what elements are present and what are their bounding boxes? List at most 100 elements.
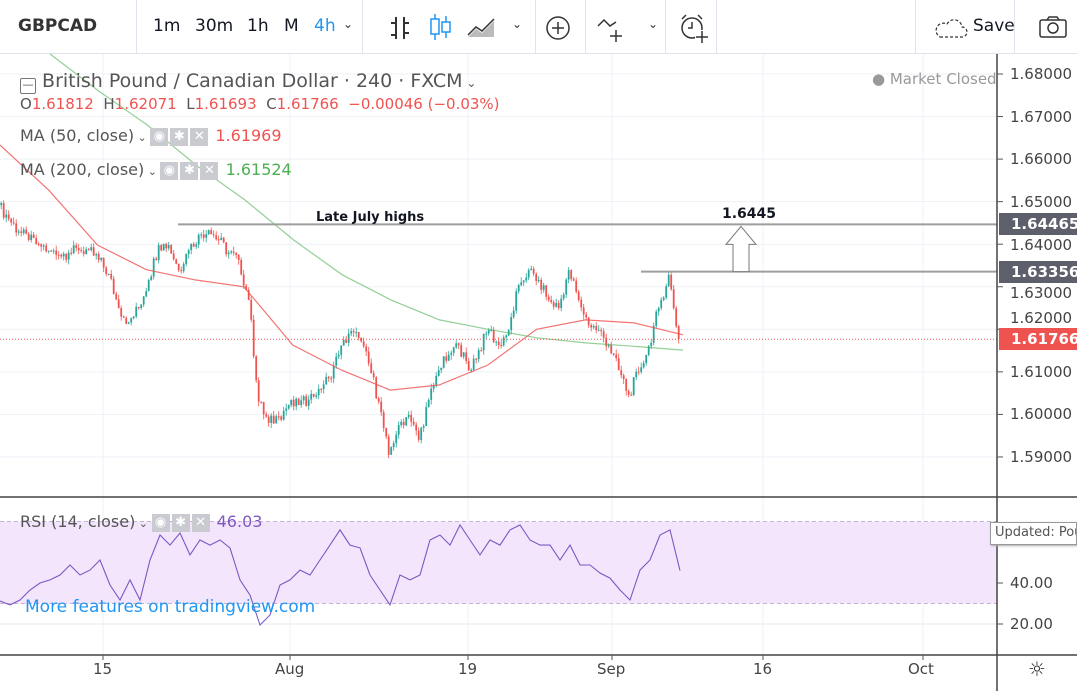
candle-body	[250, 299, 253, 320]
candle-body	[442, 356, 445, 368]
series-title[interactable]: British Pound / Canadian Dollar · 240 · …	[42, 70, 463, 92]
candles-icon[interactable]	[429, 13, 453, 41]
area-chart-icon[interactable]	[466, 15, 498, 39]
chevron-down-icon[interactable]: ⌄	[144, 165, 161, 178]
candle-body	[272, 415, 275, 424]
candle-body	[310, 393, 313, 400]
settings-gear-icon[interactable]: ☼	[1028, 657, 1046, 681]
gear-icon[interactable]: ✱	[171, 513, 190, 532]
candle-body	[560, 298, 563, 309]
candle-body	[332, 365, 335, 379]
candle-body	[647, 346, 650, 355]
candle-body	[555, 302, 558, 307]
candle-body	[587, 317, 590, 326]
candle-body	[540, 279, 543, 290]
candle-body	[110, 273, 113, 279]
divider	[535, 0, 536, 54]
candle-body	[95, 254, 98, 256]
chevron-down-icon[interactable]: ⌄	[135, 517, 152, 530]
series-chevron-down-icon[interactable]: ⌄	[462, 76, 477, 90]
candle-body	[430, 388, 433, 400]
interval-m[interactable]: M	[284, 16, 299, 36]
divider	[362, 0, 363, 54]
candle-body	[490, 330, 493, 332]
candle-body	[7, 214, 10, 219]
close-icon[interactable]: ✕	[200, 161, 219, 180]
gear-icon[interactable]: ✱	[180, 161, 199, 180]
interval-1h[interactable]: 1h	[247, 16, 269, 36]
candle-body	[297, 398, 300, 406]
price-tick-label: 1.65000	[1010, 192, 1073, 211]
divider	[665, 0, 666, 54]
rsi-label[interactable]: RSI (14, close)	[20, 512, 136, 531]
candle-body	[562, 294, 565, 299]
candle-body	[205, 234, 208, 238]
candle-body	[552, 302, 555, 307]
indicators-chevron-down-icon[interactable]: ⌄	[648, 17, 659, 31]
candle-body	[35, 238, 38, 244]
candle-body	[452, 347, 455, 353]
tradingview-link[interactable]: More features on tradingview.com	[25, 597, 316, 617]
close-icon[interactable]: ✕	[191, 513, 210, 532]
candle-body	[32, 234, 35, 239]
save-button[interactable]: Save	[973, 16, 1015, 36]
candle-body	[615, 354, 618, 359]
candle-body	[217, 239, 220, 241]
compare-add-icon[interactable]	[545, 15, 571, 41]
candle-body	[467, 361, 470, 371]
candle-body	[190, 243, 193, 251]
candle-body	[147, 279, 150, 292]
candle-body	[457, 343, 460, 346]
divider	[585, 0, 586, 54]
ma200-label[interactable]: MA (200, close)	[20, 160, 145, 179]
candle-body	[395, 434, 398, 444]
candle-body	[100, 257, 103, 260]
chart-type-chevron-down-icon[interactable]: ⌄	[512, 17, 523, 31]
candle-body	[50, 250, 53, 252]
candle-body	[265, 414, 268, 417]
gear-icon[interactable]: ✱	[170, 127, 189, 146]
eye-icon[interactable]: ◉	[151, 513, 170, 532]
candle-body	[277, 416, 280, 418]
eye-icon[interactable]: ◉	[160, 161, 179, 180]
candle-body	[522, 280, 525, 283]
interval-1m[interactable]: 1m	[153, 16, 181, 36]
candle-body	[260, 401, 263, 403]
candle-body	[367, 351, 370, 364]
alert-icon[interactable]	[678, 13, 710, 43]
divider	[1014, 0, 1015, 54]
candle-body	[197, 234, 200, 245]
candle-body	[290, 399, 293, 406]
change-value: −0.00046 (−0.03%)	[348, 95, 500, 113]
candle-body	[440, 367, 443, 371]
candle-body	[390, 447, 393, 455]
camera-icon[interactable]	[1038, 15, 1068, 39]
chevron-down-icon[interactable]: ⌄	[134, 131, 151, 144]
ma50-label[interactable]: MA (50, close)	[20, 126, 135, 145]
date-tick-label: Aug	[275, 660, 305, 678]
candle-body	[295, 398, 298, 407]
candle-body	[175, 259, 178, 264]
candle-body	[537, 279, 540, 281]
up-arrow-shape[interactable]	[724, 225, 758, 273]
date-tick-label: 19	[458, 660, 478, 678]
candle-body	[357, 332, 360, 338]
candle-body	[202, 234, 205, 238]
candle-body	[230, 251, 233, 253]
candle-body	[485, 333, 488, 335]
interval-30m[interactable]: 30m	[195, 16, 234, 36]
interval-4h[interactable]: 4h	[314, 16, 336, 36]
indicators-icon[interactable]	[596, 16, 628, 42]
collapse-icon[interactable]: —	[20, 78, 36, 94]
candle-body	[127, 322, 130, 324]
bar-chart-icon[interactable]	[388, 15, 412, 41]
eye-icon[interactable]: ◉	[150, 127, 169, 146]
symbol-search[interactable]: GBPCAD	[18, 16, 98, 36]
candle-body	[75, 245, 78, 248]
market-status: ● Market Closed	[872, 70, 997, 88]
interval-chevron-down-icon[interactable]: ⌄	[343, 17, 354, 31]
candle-body	[475, 358, 478, 360]
close-icon[interactable]: ✕	[190, 127, 209, 146]
candle-body	[307, 399, 310, 406]
